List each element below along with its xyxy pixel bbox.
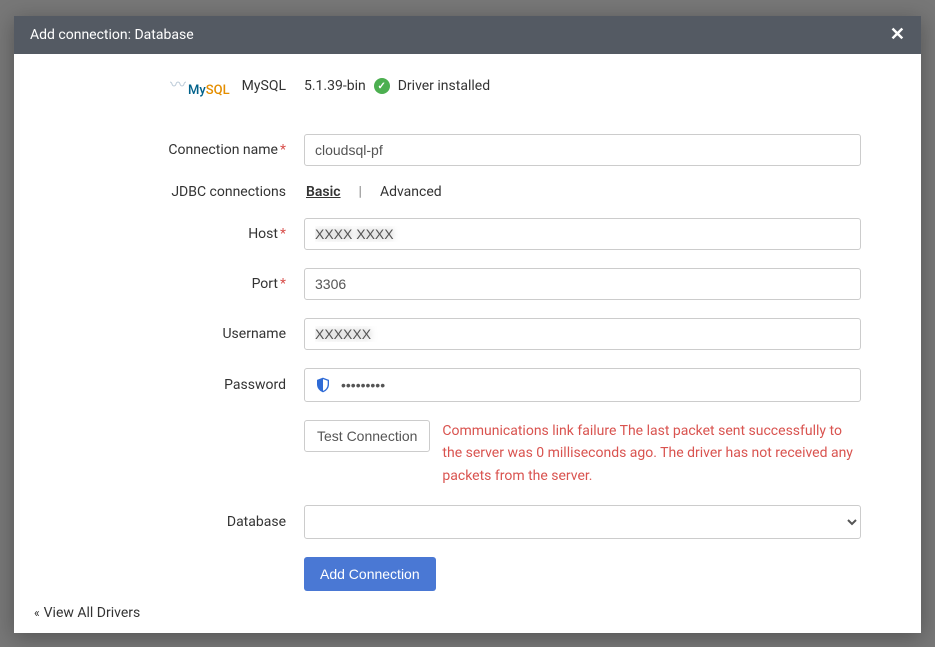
port-input[interactable] [304, 268, 861, 300]
jdbc-row: JDBC connections Basic | Advanced [34, 184, 861, 200]
mysql-logo-icon: 〰 MySQL [170, 74, 230, 98]
check-icon: ✓ [374, 78, 390, 94]
tab-basic[interactable]: Basic [304, 184, 343, 200]
password-wrap [304, 368, 861, 402]
connection-name-label: Connection name* [34, 142, 304, 158]
driver-label-col: 〰 MySQL MySQL [34, 74, 304, 98]
password-input[interactable] [341, 375, 850, 395]
driver-info: 5.1.39-bin ✓ Driver installed [304, 78, 861, 94]
close-icon[interactable]: ✕ [890, 26, 905, 44]
add-connection-button[interactable]: Add Connection [304, 557, 436, 591]
view-all-drivers-link[interactable]: «View All Drivers [34, 605, 140, 621]
modal-header: Add connection: Database ✕ [14, 16, 921, 54]
submit-row: Add Connection [34, 557, 861, 591]
connection-name-row: Connection name* [34, 134, 861, 166]
modal-title: Add connection: Database [30, 27, 194, 43]
jdbc-label: JDBC connections [34, 184, 304, 200]
add-connection-modal: Add connection: Database ✕ 〰 MySQL MySQL… [14, 16, 921, 633]
database-label: Database [34, 514, 304, 530]
modal-body: 〰 MySQL MySQL 5.1.39-bin ✓ Driver instal… [14, 54, 921, 633]
dolphin-icon: 〰 [170, 71, 186, 95]
tab-advanced[interactable]: Advanced [378, 184, 444, 200]
driver-installed-label: Driver installed [398, 78, 490, 94]
driver-name: MySQL [242, 78, 286, 94]
test-row: Test Connection Communications link fail… [34, 420, 861, 487]
host-row: Host* [34, 218, 861, 250]
password-label: Password [34, 377, 304, 393]
port-row: Port* [34, 268, 861, 300]
username-label: Username [34, 326, 304, 342]
test-connection-button[interactable]: Test Connection [304, 420, 430, 452]
port-label: Port* [34, 276, 304, 292]
connection-error-message: Communications link failure The last pac… [442, 420, 861, 487]
chevron-left-icon: « [34, 606, 40, 620]
shield-icon [315, 376, 331, 394]
jdbc-tabs: Basic | Advanced [304, 184, 861, 200]
username-input[interactable] [304, 318, 861, 350]
username-row: Username [34, 318, 861, 350]
connection-name-input[interactable] [304, 134, 861, 166]
password-row: Password [34, 368, 861, 402]
host-input[interactable] [304, 218, 861, 250]
host-label: Host* [34, 226, 304, 242]
driver-row: 〰 MySQL MySQL 5.1.39-bin ✓ Driver instal… [34, 74, 861, 98]
database-select[interactable] [304, 505, 861, 539]
driver-version: 5.1.39-bin [304, 78, 366, 94]
database-row: Database [34, 505, 861, 539]
